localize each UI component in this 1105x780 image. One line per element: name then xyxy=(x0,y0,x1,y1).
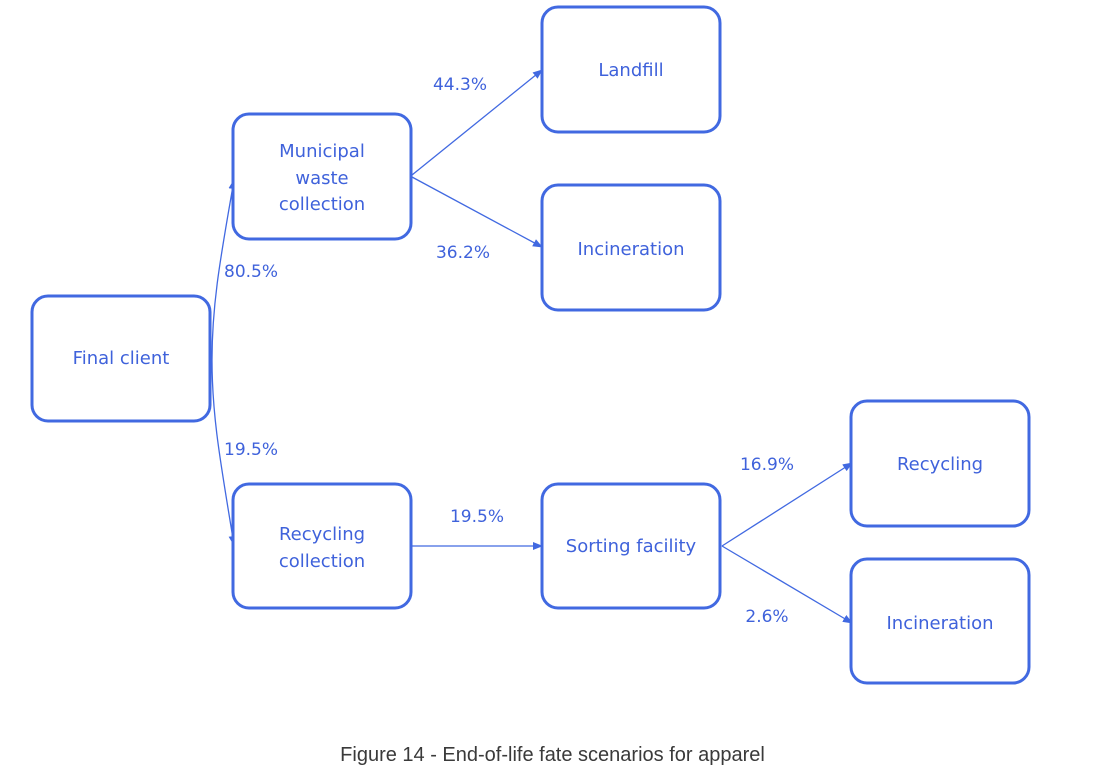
edge-label-2-6: 2.6% xyxy=(745,607,788,627)
edge-sorting-to-incineration xyxy=(721,545,853,624)
node-recycling-collection: Recycling collection xyxy=(231,482,413,610)
figure-caption: Figure 14 - End-of-life fate scenarios f… xyxy=(340,744,765,766)
node-label: waste xyxy=(295,168,348,189)
node-label: Incineration xyxy=(886,613,993,634)
node-incineration-top: Incineration xyxy=(540,183,722,312)
node-label: Incineration xyxy=(577,239,684,260)
node-label: Recycling xyxy=(279,524,365,545)
edge-label-16-9: 16.9% xyxy=(740,455,794,475)
node-final-client: Final client xyxy=(30,294,212,423)
edge-label-19-5-right: 19.5% xyxy=(450,507,504,527)
node-landfill: Landfill xyxy=(540,5,722,134)
edge-municipal-to-incineration xyxy=(411,176,543,248)
edge-municipal-to-landfill xyxy=(411,69,543,176)
node-label: Final client xyxy=(73,348,170,369)
flow-diagram: 80.5% 19.5% 44.3% 36.2% 19.5% 16.9% 2.6%… xyxy=(30,5,1031,685)
node-label: Landfill xyxy=(598,60,663,81)
node-recycling: Recycling xyxy=(849,399,1031,528)
node-label: Municipal xyxy=(279,141,365,162)
edge-label-36-2: 36.2% xyxy=(436,243,490,263)
edge-final-to-municipal xyxy=(211,179,237,361)
node-label: Recycling xyxy=(897,454,983,475)
node-municipal-waste-collection: Municipal waste collection xyxy=(231,112,413,241)
node-label: collection xyxy=(279,194,365,215)
edge-label-19-5-down: 19.5% xyxy=(224,440,278,460)
node-sorting-facility: Sorting facility xyxy=(540,482,722,610)
edge-label-80-5: 80.5% xyxy=(224,262,278,282)
node-incineration-bottom: Incineration xyxy=(849,557,1031,685)
edge-sorting-to-recycling xyxy=(721,462,853,547)
edge-label-44-3: 44.3% xyxy=(433,75,487,95)
node-label: collection xyxy=(279,551,365,572)
edge-final-to-recycling-collection xyxy=(211,359,237,546)
node-label: Sorting facility xyxy=(566,536,697,557)
